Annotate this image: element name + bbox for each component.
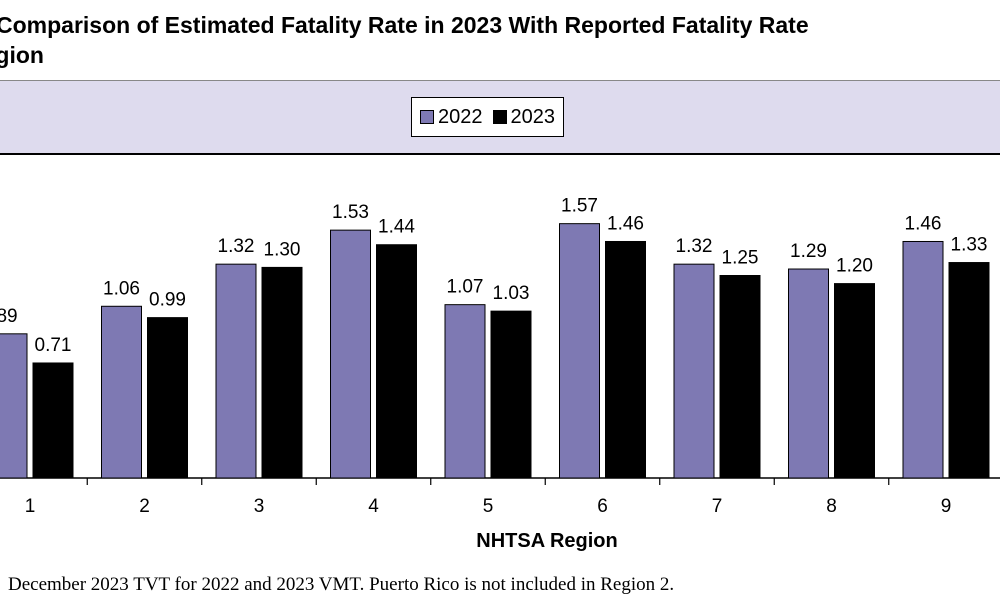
plot-top-border (0, 153, 1000, 155)
data-label-2022-region-8: 1.29 (790, 241, 827, 262)
data-label-2023-region-3: 1.30 (264, 239, 301, 260)
data-label-2022-region-3: 1.32 (218, 236, 255, 257)
bar-2023-region-4 (376, 244, 417, 479)
bar-2022-region-4 (330, 229, 371, 479)
data-label-2023-region-2: 0.99 (149, 290, 186, 311)
legend-swatch-2022 (420, 110, 434, 124)
bar-2023-region-8 (834, 283, 875, 479)
x-tick-label-1: 1 (25, 496, 36, 517)
bar-2022-region-3 (215, 263, 257, 479)
bar-2023-region-1 (32, 362, 74, 479)
data-label-2022-region-7: 1.32 (676, 236, 713, 257)
legend-label-2022: 2022 (438, 105, 483, 128)
data-label-2022-region-9: 1.46 (905, 213, 942, 234)
data-label-2022-region-6: 1.57 (561, 196, 598, 217)
bar-2022-region-1 (0, 333, 28, 479)
x-tick-label-3: 3 (254, 496, 265, 517)
data-label-2023-region-1: 0.71 (35, 335, 72, 356)
chart-footnote: December 2023 TVT for 2022 and 2023 VMT.… (8, 574, 675, 595)
x-tick-label-5: 5 (483, 496, 494, 517)
bar-2023-region-5 (490, 310, 532, 479)
bar-2022-region-6 (559, 223, 600, 479)
data-label-2022-region-1: 89 (0, 306, 18, 327)
data-label-2023-region-8: 1.20 (836, 256, 873, 277)
bar-2023-region-9 (948, 262, 990, 479)
data-label-2023-region-7: 1.25 (722, 248, 759, 269)
x-tick-label-6: 6 (597, 496, 608, 517)
chart-title-line-1: Comparison of Estimated Fatality Rate in… (0, 12, 809, 38)
bar-2023-region-7 (719, 275, 761, 479)
chart-legend: 2022 2023 (411, 97, 564, 137)
x-axis-title: NHTSA Region (476, 530, 617, 552)
data-label-2023-region-5: 1.03 (493, 283, 530, 304)
bar-2022-region-8 (788, 268, 829, 479)
legend-label-2023: 2023 (510, 105, 556, 128)
bar-2023-region-2 (147, 317, 188, 479)
data-label-2023-region-4: 1.44 (378, 217, 415, 238)
data-label-2022-region-2: 1.06 (103, 278, 140, 299)
data-label-2022-region-4: 1.53 (332, 202, 369, 223)
chart-title: Comparison of Estimated Fatality Rate in… (0, 10, 1000, 70)
bar-2022-region-5 (444, 304, 486, 479)
legend-item-2022: 2022 (420, 106, 483, 129)
x-tick-label-8: 8 (826, 496, 837, 517)
bar-2022-region-7 (673, 263, 715, 479)
legend-swatch-2023 (492, 110, 507, 124)
legend-item-2023: 2023 (492, 105, 556, 129)
bar-2022-region-2 (101, 305, 142, 479)
bar-2022-region-9 (902, 240, 944, 479)
data-label-2022-region-5: 1.07 (447, 277, 484, 298)
data-label-2023-region-9: 1.33 (951, 235, 988, 256)
bar-2023-region-6 (605, 240, 646, 479)
x-tick-label-9: 9 (941, 496, 952, 517)
bar-2023-region-3 (261, 266, 303, 479)
chart-title-line-2: Region (0, 42, 44, 68)
x-tick-label-7: 7 (712, 496, 723, 517)
x-tick-label-2: 2 (139, 496, 150, 517)
x-tick-label-4: 4 (368, 496, 379, 517)
data-label-2023-region-6: 1.46 (607, 213, 644, 234)
